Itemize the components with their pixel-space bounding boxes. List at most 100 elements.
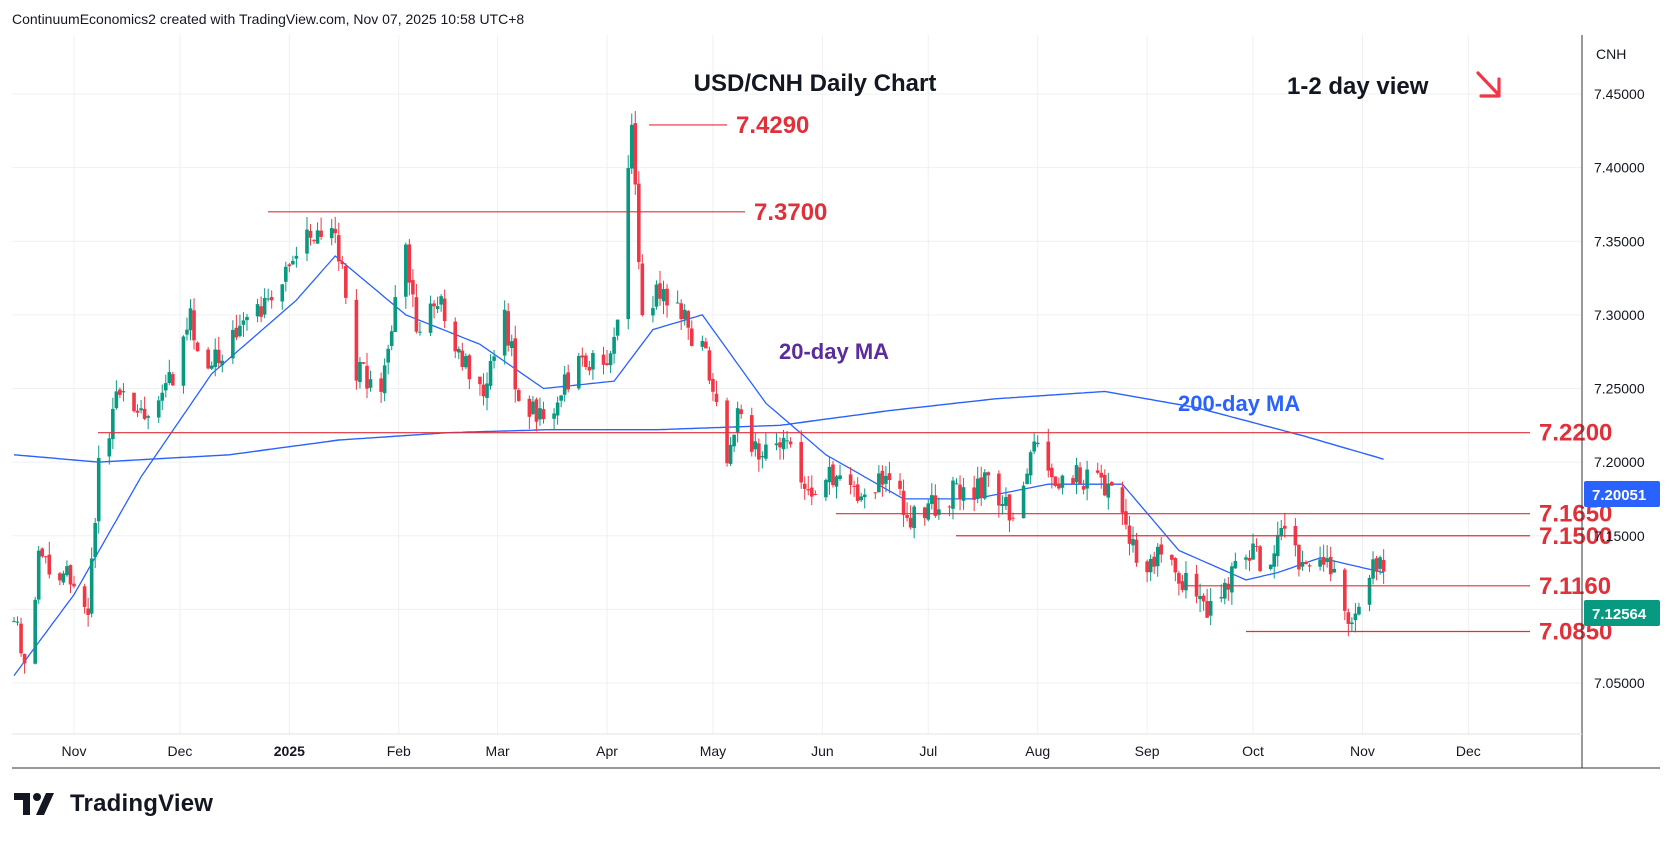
x-tick-label: May [700, 743, 726, 759]
candle [114, 380, 119, 410]
candle [605, 349, 609, 366]
candle [478, 376, 482, 396]
candle [19, 617, 23, 657]
candle [407, 239, 412, 296]
candle [852, 480, 856, 497]
view-label: 1-2 day view [1287, 73, 1429, 100]
candle [1208, 588, 1213, 626]
candle [231, 320, 235, 364]
candle [15, 616, 20, 626]
candle [404, 242, 408, 309]
y-tick-label: 7.15000 [1594, 528, 1645, 544]
candle [1145, 559, 1149, 583]
candle [209, 361, 214, 370]
candle [566, 364, 571, 393]
axes[interactable]: CNH 7.45000 7.40000 7.35000 7.30000 7.25000 7… [12, 35, 1660, 769]
candle [506, 303, 510, 352]
candle [1025, 468, 1029, 485]
y-tick-label: 7.45000 [1594, 86, 1645, 102]
candle [382, 358, 387, 402]
candle [937, 497, 941, 520]
candle [259, 296, 263, 323]
candle [1307, 563, 1312, 572]
candle [827, 456, 832, 495]
candle [704, 337, 708, 349]
candle [1268, 564, 1273, 571]
candle [333, 216, 338, 244]
candle [834, 474, 839, 499]
candle [118, 387, 122, 399]
candle [735, 401, 740, 443]
candle [700, 335, 705, 351]
candle [552, 408, 556, 431]
candle [1198, 583, 1202, 613]
candle [577, 352, 581, 391]
candle [933, 484, 938, 518]
candle [1357, 602, 1361, 616]
candle [584, 352, 588, 370]
candle [1032, 433, 1036, 455]
candle [241, 312, 246, 337]
candle [615, 319, 620, 341]
candle [1004, 487, 1008, 510]
candle [139, 399, 143, 414]
candle [428, 295, 433, 337]
candle [1134, 532, 1139, 567]
candle [682, 304, 687, 326]
candle [305, 216, 309, 262]
candle [534, 397, 539, 432]
candle [1028, 450, 1033, 485]
candle [439, 294, 443, 312]
ma200-label: 200-day MA [1178, 391, 1300, 416]
candle [1057, 477, 1061, 491]
candle [1318, 546, 1322, 571]
candle [640, 254, 645, 317]
candle [1053, 476, 1058, 488]
candle [22, 653, 27, 674]
candle [1222, 578, 1227, 605]
candle [1099, 464, 1104, 489]
candle [234, 314, 239, 341]
candles [12, 111, 1386, 674]
candle [728, 437, 733, 467]
candle [513, 325, 518, 403]
candle [284, 261, 288, 292]
candle [1254, 538, 1259, 552]
candle [912, 504, 916, 539]
candle [107, 432, 112, 465]
candle [43, 555, 48, 564]
candle [1279, 519, 1284, 541]
candle [654, 280, 659, 310]
candle [146, 414, 150, 430]
candle [661, 280, 666, 315]
candle [36, 545, 41, 604]
candle [1283, 512, 1287, 538]
candle [502, 300, 507, 365]
candle [1131, 526, 1135, 553]
candle [1078, 462, 1082, 485]
candle [848, 467, 853, 495]
x-tick-label: 2025 [274, 743, 305, 759]
candle [714, 380, 719, 407]
ma200-line [13, 390, 1384, 463]
candle [188, 299, 193, 341]
candle [1297, 544, 1301, 577]
candle [1251, 533, 1255, 560]
candle [675, 290, 680, 304]
candle [1258, 544, 1262, 573]
candle [1046, 428, 1051, 478]
candle [467, 353, 472, 390]
candle [538, 397, 542, 426]
candle [608, 351, 613, 374]
candle [778, 437, 782, 460]
candle [951, 476, 955, 520]
ma20-label: 20-day MA [779, 339, 889, 364]
candle [562, 366, 567, 402]
candle [1085, 460, 1089, 501]
candle [1102, 469, 1107, 497]
candle [308, 224, 313, 246]
candle [386, 344, 390, 375]
candle [806, 475, 811, 496]
candle [651, 296, 655, 323]
